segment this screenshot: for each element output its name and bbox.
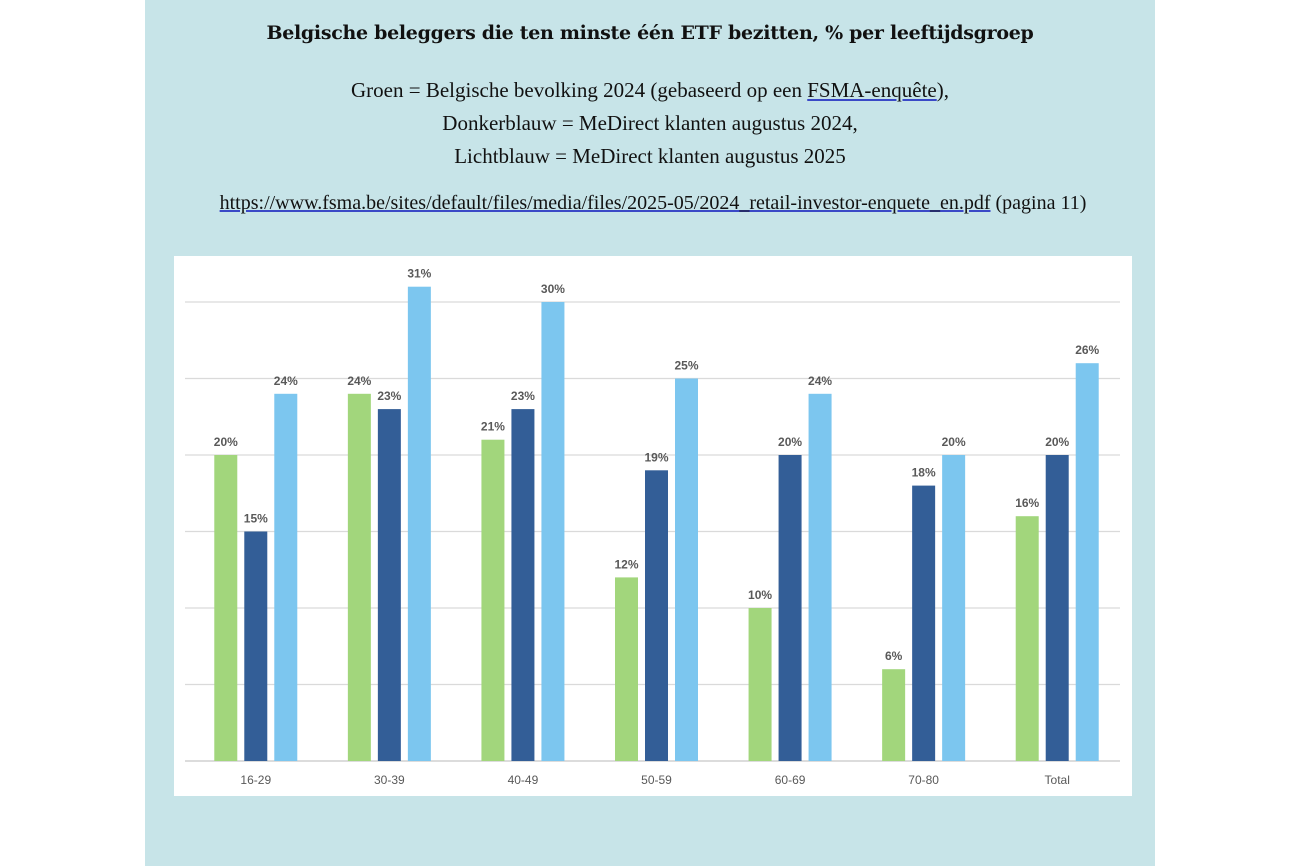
bar-chart: 20% 15% 24% 24% 23% 31% 21% 23% 30% 12% 19% 25% 10% 2… <box>185 267 1120 787</box>
value-label-30-39-series-2: 23% <box>377 389 401 403</box>
value-label-16-29-series-3: 24% <box>274 374 298 388</box>
value-label-60-69-series-1: 10% <box>748 588 772 602</box>
value-label-Total-series-2: 20% <box>1045 435 1069 449</box>
value-label-30-39-series-3: 31% <box>407 267 431 281</box>
bar-16-29-series-1 <box>214 455 238 761</box>
x-tick-60-69: 60-69 <box>775 773 806 787</box>
bar-60-69-series-1 <box>748 608 772 761</box>
bar-40-49-series-1 <box>481 439 505 761</box>
value-labels: 20% 15% 24% 24% 23% 31% 21% 23% 30% 12% 19% 25% 10% 2… <box>214 267 1100 664</box>
page-title: Belgische beleggers die ten minste één E… <box>266 22 1034 44</box>
bar-60-69-series-3 <box>808 393 832 761</box>
bar-70-80-series-1 <box>882 669 906 761</box>
value-label-40-49-series-2: 23% <box>511 389 535 403</box>
value-label-40-49-series-1: 21% <box>481 420 505 434</box>
fsma-enquete-link[interactable]: FSMA-enquête <box>807 78 937 102</box>
bar-40-49-series-2 <box>511 409 535 761</box>
bar-60-69-series-2 <box>778 455 802 761</box>
bar-Total-series-3 <box>1075 363 1099 761</box>
bar-50-59-series-2 <box>645 470 668 761</box>
value-label-Total-series-1: 16% <box>1015 496 1039 510</box>
bar-30-39-series-2 <box>377 409 401 761</box>
bar-16-29-series-3 <box>274 393 298 761</box>
x-tick-16-29: 16-29 <box>240 773 271 787</box>
bar-30-39-series-3 <box>407 286 431 761</box>
source-reference: https://www.fsma.be/sites/default/files/… <box>145 192 1161 215</box>
value-label-70-80-series-3: 20% <box>942 435 966 449</box>
x-tick-40-49: 40-49 <box>508 773 539 787</box>
x-tick-Total: Total <box>1045 773 1070 787</box>
value-label-50-59-series-3: 25% <box>674 359 698 373</box>
legend-line-lightblue: Lichtblauw = MeDirect klanten augustus 2… <box>454 144 846 168</box>
bar-40-49-series-3 <box>541 302 565 761</box>
x-tick-labels: 16-29 30-39 40-49 50-59 60-69 70-80 Total <box>240 773 1069 787</box>
value-label-70-80-series-1: 6% <box>885 649 903 663</box>
value-label-16-29-series-2: 15% <box>244 512 268 526</box>
value-label-50-59-series-2: 19% <box>644 450 668 464</box>
bars <box>214 286 1099 761</box>
bar-30-39-series-1 <box>347 393 371 761</box>
bar-50-59-series-1 <box>615 577 638 761</box>
value-label-60-69-series-3: 24% <box>808 374 832 388</box>
value-label-16-29-series-1: 20% <box>214 435 238 449</box>
color-legend-text: Groen = Belgische bevolking 2024 (gebase… <box>145 74 1155 173</box>
bar-Total-series-1 <box>1015 516 1039 761</box>
value-label-60-69-series-2: 20% <box>778 435 802 449</box>
legend-line-darkblue: Donkerblauw = MeDirect klanten augustus … <box>442 111 858 135</box>
bar-Total-series-2 <box>1045 455 1069 761</box>
bar-70-80-series-3 <box>942 455 966 761</box>
value-label-30-39-series-1: 24% <box>347 374 371 388</box>
source-link[interactable]: https://www.fsma.be/sites/default/files/… <box>219 192 991 214</box>
legend-line-green: Groen = Belgische bevolking 2024 (gebase… <box>145 74 1155 107</box>
legend-line-green-suffix: ), <box>936 78 949 102</box>
value-label-Total-series-3: 26% <box>1075 343 1099 357</box>
value-label-50-59-series-1: 12% <box>614 557 638 571</box>
bar-70-80-series-2 <box>912 485 936 761</box>
source-page-note: (pagina 11) <box>990 192 1087 214</box>
x-tick-30-39: 30-39 <box>374 773 405 787</box>
value-label-40-49-series-3: 30% <box>541 282 565 296</box>
chart-container: 20% 15% 24% 24% 23% 31% 21% 23% 30% 12% 19% 25% 10% 2… <box>174 256 1132 796</box>
value-label-70-80-series-2: 18% <box>912 466 936 480</box>
bar-50-59-series-3 <box>675 378 698 761</box>
x-tick-70-80: 70-80 <box>908 773 939 787</box>
bar-16-29-series-2 <box>244 531 268 761</box>
x-tick-50-59: 50-59 <box>641 773 672 787</box>
legend-line-green-prefix: Groen = Belgische bevolking 2024 (gebase… <box>351 78 808 102</box>
